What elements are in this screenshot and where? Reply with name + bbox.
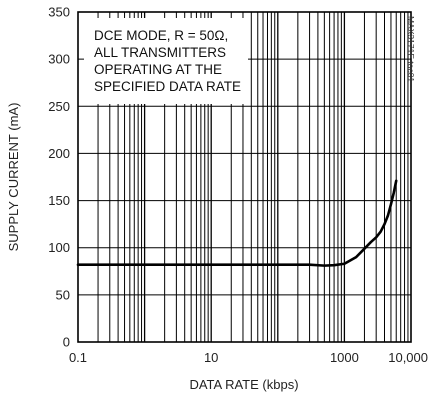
annotation-line-2: ALL TRANSMITTERS	[94, 45, 226, 60]
tick-labels: 0 50 100 150 200 250 300 350 0.1 10 1000 10,000	[48, 5, 428, 366]
series-line-1	[76, 179, 398, 267]
annotation-line-3: OPERATING AT THE	[94, 62, 222, 77]
series-layer	[76, 179, 398, 267]
y-tick-label: 150	[48, 193, 70, 208]
plot-frame	[77, 11, 412, 343]
watermark-label: MAX3171E toc01	[406, 16, 416, 82]
y-axis-label: SUPPLY CURRENT (mA)	[6, 103, 21, 252]
x-axis-label: DATA RATE (kbps)	[189, 377, 298, 392]
y-tick-label: 50	[56, 287, 70, 302]
y-tick-label: 200	[48, 146, 70, 161]
y-tick-label: 300	[48, 52, 70, 67]
x-tick-label: 1000	[330, 350, 359, 365]
x-tick-label: 10	[204, 350, 218, 365]
y-tick-label: 0	[63, 335, 70, 350]
y-tick-label: 250	[48, 99, 70, 114]
y-tick-label: 350	[48, 5, 70, 20]
x-tick-label: 0.1	[69, 350, 87, 365]
annotation-background	[84, 18, 248, 104]
annotation-box: DCE MODE, R = 50Ω, ALL TRANSMITTERS OPER…	[84, 18, 248, 104]
x-tick-label: 10,000	[388, 350, 428, 365]
annotation-line-4: SPECIFIED DATA RATE	[94, 79, 241, 94]
annotation-line-1: DCE MODE, R = 50Ω,	[94, 28, 228, 43]
y-tick-label: 100	[48, 240, 70, 255]
